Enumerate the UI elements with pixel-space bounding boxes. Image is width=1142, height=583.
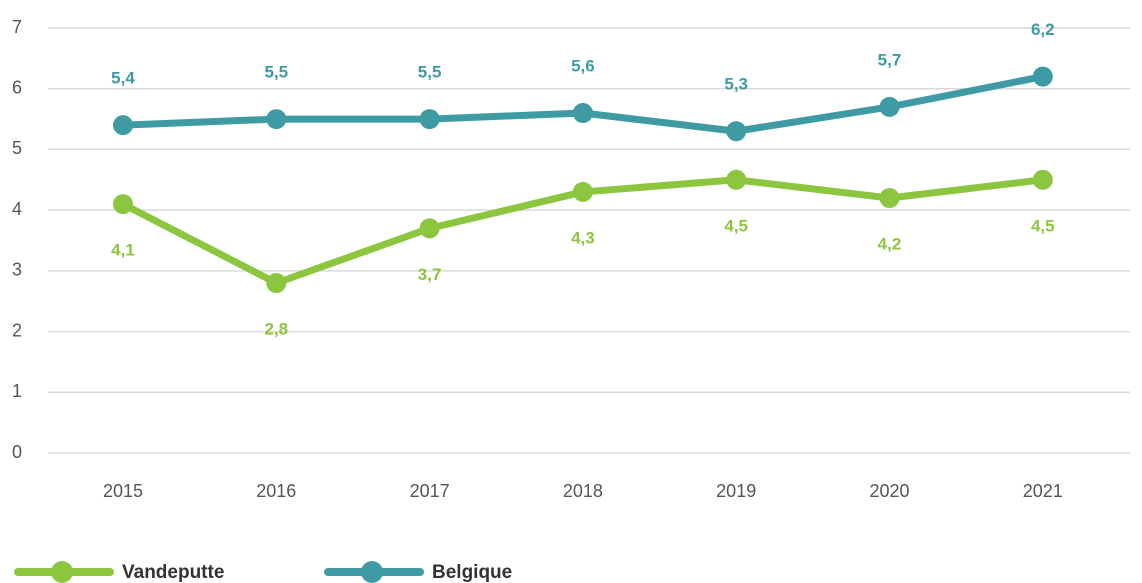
value-label: 5,6	[571, 56, 595, 75]
x-tick-label: 2015	[103, 481, 143, 501]
value-label: 4,1	[111, 241, 135, 260]
value-label: 5,4	[111, 69, 135, 88]
value-label: 5,3	[724, 75, 748, 94]
point	[113, 194, 133, 215]
y-tick-label: 1	[12, 381, 22, 401]
y-tick-label: 0	[12, 442, 22, 462]
point	[1032, 66, 1053, 87]
x-tick-label: 2019	[716, 481, 756, 501]
value-label: 5,5	[264, 63, 288, 82]
legend-label: Vandeputte	[122, 562, 224, 583]
x-tick-label: 2017	[410, 481, 450, 501]
value-label: 6,2	[1031, 20, 1055, 39]
x-tick-label: 2016	[256, 481, 296, 501]
legend-marker	[51, 561, 73, 583]
point	[726, 121, 747, 142]
point	[419, 218, 440, 239]
y-tick-label: 4	[12, 199, 22, 219]
point	[1032, 169, 1053, 190]
value-label: 3,7	[418, 265, 442, 284]
y-tick-label: 7	[12, 17, 22, 37]
value-label: 5,5	[418, 63, 442, 82]
x-tick-label: 2018	[563, 481, 603, 501]
point	[572, 103, 593, 123]
legend-marker	[361, 561, 383, 583]
y-tick-label: 3	[12, 260, 22, 280]
value-label: 4,5	[724, 216, 748, 235]
point	[113, 115, 133, 136]
point	[726, 169, 747, 190]
value-label: 4,2	[878, 234, 902, 253]
value-label: 5,7	[878, 50, 902, 69]
point	[266, 109, 287, 130]
point	[572, 181, 593, 202]
point	[879, 96, 900, 117]
point	[419, 109, 440, 130]
legend-label: Belgique	[432, 562, 512, 583]
value-label: 4,5	[1031, 216, 1055, 235]
x-tick-label: 2021	[1023, 481, 1063, 501]
x-tick-label: 2020	[869, 481, 909, 501]
y-tick-label: 5	[12, 138, 22, 158]
value-label: 2,8	[264, 319, 288, 338]
point	[879, 188, 900, 208]
y-tick-label: 2	[12, 320, 22, 340]
point	[266, 273, 287, 293]
y-tick-label: 6	[12, 77, 22, 97]
value-label: 4,3	[571, 228, 595, 247]
